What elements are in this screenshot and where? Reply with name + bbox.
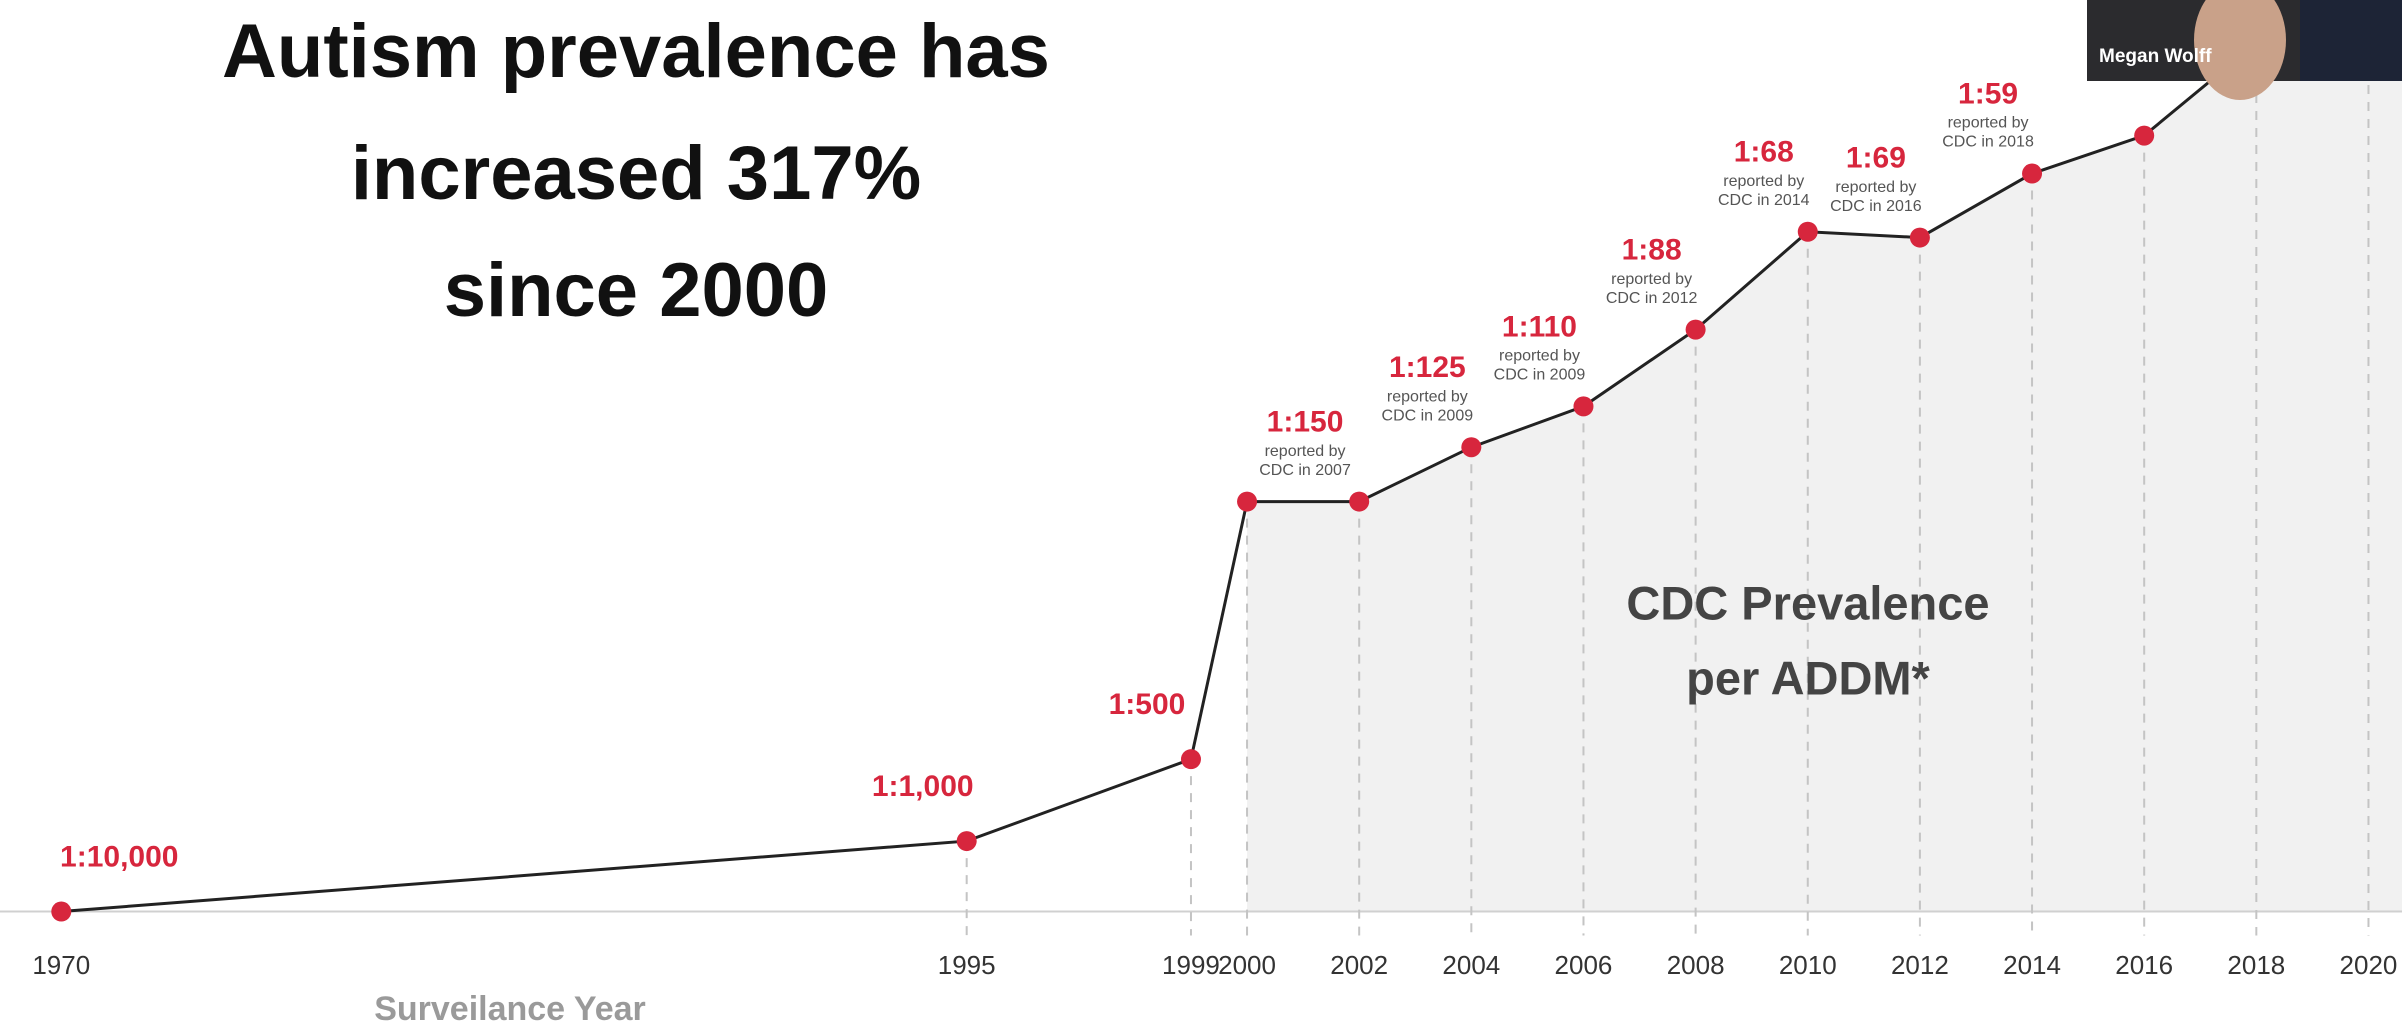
point <box>1180 749 1201 770</box>
x-tick-label: 2002 <box>1330 950 1388 980</box>
data-note: reported by <box>1723 173 1804 190</box>
x-tick-label: 2014 <box>2003 950 2061 980</box>
data-note: reported by <box>1499 348 1580 365</box>
x-tick-label: 2000 <box>1218 950 1276 980</box>
point <box>1797 221 1818 242</box>
participant-name: Megan Wolff <box>2099 46 2212 67</box>
x-tick-label: 2020 <box>2340 950 2398 980</box>
data-label: 1:68 <box>1734 136 1794 169</box>
data-note: CDC in 2009 <box>1382 407 1474 424</box>
x-tick-label: 1999 <box>1162 950 1220 980</box>
data-note: reported by <box>1265 443 1346 460</box>
data-label: 1:125 <box>1389 351 1466 384</box>
data-label: 1:500 <box>1109 688 1186 721</box>
x-tick-label: 1970 <box>32 950 90 980</box>
data-label: 1:1,000 <box>872 770 974 803</box>
title-line: since 2000 <box>444 248 829 333</box>
data-note: reported by <box>1611 271 1692 288</box>
point <box>1685 319 1706 340</box>
data-label: 1:69 <box>1846 141 1906 174</box>
data-note: CDC in 2018 <box>1942 134 2034 151</box>
data-label: 1:88 <box>1622 234 1682 267</box>
x-tick-label: 2018 <box>2227 950 2285 980</box>
point <box>51 901 72 922</box>
point <box>956 831 977 852</box>
x-axis-label: Surveilance Year <box>374 990 646 1028</box>
data-note: CDC in 2007 <box>1259 462 1351 479</box>
point <box>1237 491 1258 512</box>
point <box>1573 396 1594 417</box>
data-note: reported by <box>1948 115 2029 132</box>
x-tick-label: 1995 <box>938 950 996 980</box>
data-label: 1:10,000 <box>60 840 178 873</box>
x-tick-label: 2016 <box>2115 950 2173 980</box>
title-line: Autism prevalence has <box>222 9 1050 94</box>
data-label: 1:59 <box>1958 77 2018 110</box>
point <box>2022 163 2043 184</box>
webcam-overlay: Megan Wolff <box>2087 0 2402 100</box>
point <box>2134 125 2155 146</box>
data-note: reported by <box>1835 179 1916 196</box>
area <box>1247 0 2402 912</box>
data-note: CDC in 2016 <box>1830 198 1922 215</box>
webcam-person <box>2194 0 2286 100</box>
x-tick-label: 2004 <box>1442 950 1500 980</box>
annotation: CDC Prevalence <box>1626 576 1989 629</box>
data-note: reported by <box>1387 388 1468 405</box>
x-tick-label: 2008 <box>1667 950 1725 980</box>
data-note: CDC in 2012 <box>1606 290 1698 307</box>
webcam-background <box>2300 0 2402 81</box>
point <box>1349 491 1370 512</box>
point <box>1909 227 1930 248</box>
annotation: per ADDM* <box>1686 651 1930 704</box>
title-line: increased 317% <box>351 131 921 216</box>
x-tick-label: 2012 <box>1891 950 1949 980</box>
x-tick-label: 2006 <box>1555 950 1613 980</box>
data-note: CDC in 2009 <box>1494 367 1586 384</box>
data-label: 1:110 <box>1502 310 1577 343</box>
data-note: CDC in 2014 <box>1718 192 1810 209</box>
x-tick-label: 2010 <box>1779 950 1837 980</box>
data-label: 1:150 <box>1267 405 1344 438</box>
point <box>1461 437 1482 458</box>
